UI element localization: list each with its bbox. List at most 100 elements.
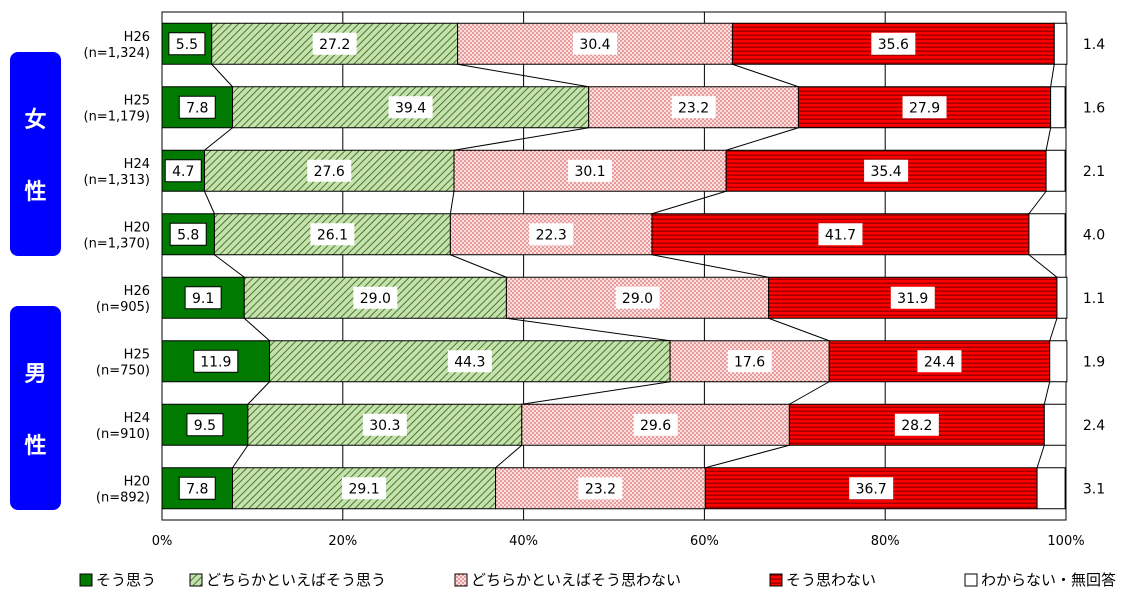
legend-label: どちらかといえばそう思わない [471, 571, 681, 589]
value-label: 27.9 [909, 100, 940, 116]
value-label-box [342, 477, 387, 500]
legend: そう思う どちらかといえばそう思う どちらかといえばそう思わない そう思わない わからな… [79, 571, 1116, 589]
connector-line [1045, 127, 1052, 151]
legend-label: どちらかといえばそう思う [206, 571, 386, 589]
connector-line [705, 444, 790, 469]
legend-swatch [79, 573, 93, 587]
value-label: 35.4 [871, 164, 902, 180]
value-label: 24.4 [924, 354, 955, 370]
connector-line [247, 381, 270, 405]
x-tick-label: 40% [509, 534, 538, 549]
connector-line [521, 381, 671, 405]
connector-line [204, 191, 215, 214]
connector-line [725, 127, 799, 151]
value-label-box [310, 223, 355, 246]
bar-segment [1056, 276, 1068, 319]
connector-line [651, 190, 727, 215]
value-label-box [727, 350, 772, 373]
value-label: 41.7 [825, 227, 856, 243]
connector-line [450, 254, 507, 278]
connector-line [495, 444, 523, 469]
value-label-box [168, 32, 206, 56]
legend-swatch [964, 573, 978, 587]
value-label: 29.1 [348, 481, 379, 497]
group-box [10, 306, 61, 510]
value-label: 27.2 [319, 37, 350, 53]
value-label: 11.9 [200, 354, 231, 370]
value-label-box [902, 96, 947, 119]
group-label-char: 性 [24, 434, 46, 459]
connector-line [1049, 318, 1058, 341]
group-label-char: 女 [24, 107, 46, 133]
value-label: 30.1 [574, 164, 605, 180]
row-n-label: (n=1,179) [84, 109, 151, 124]
value-label-box [186, 413, 224, 437]
x-tick-label: 100% [1047, 534, 1084, 549]
group-label-char: 男 [24, 362, 46, 387]
value-label-box [307, 159, 352, 182]
value-label: 44.3 [454, 354, 485, 370]
value-label-box [615, 286, 660, 309]
value-label: 5.8 [177, 227, 199, 243]
value-label: 4.7 [172, 164, 194, 180]
legend-label: わからない・無回答 [981, 571, 1116, 589]
row-year-label: H25 [124, 93, 150, 108]
value-label-box [362, 413, 407, 436]
connector-line [211, 63, 233, 88]
value-label: 29.6 [640, 418, 671, 434]
value-label-box [164, 159, 202, 183]
connector-line [768, 317, 830, 342]
legend-label: そう思わない [786, 571, 876, 589]
connector-line [1043, 381, 1051, 405]
value-label-box [871, 32, 916, 55]
value-label-box [633, 413, 678, 436]
bar-segment [1050, 86, 1066, 129]
value-label: 5.5 [176, 37, 198, 53]
value-label-box [849, 477, 894, 500]
row-year-label: H20 [124, 474, 150, 489]
row-year-label: H26 [124, 284, 150, 299]
value-label: 9.5 [194, 418, 216, 434]
connector-line [204, 127, 233, 151]
row-year-label: H25 [124, 347, 150, 362]
value-label-box [447, 350, 492, 373]
connector-line [732, 63, 799, 88]
legend-label: そう思う [96, 571, 156, 589]
no-answer-value: 2.1 [1083, 164, 1105, 180]
value-label-box [353, 286, 398, 309]
bar-segment [1043, 403, 1067, 446]
no-answer-value: 3.1 [1083, 481, 1105, 497]
row-labels: H26(n=1,324)H25(n=1,179)H24(n=1,313)H20(… [84, 30, 151, 506]
value-label: 29.0 [622, 291, 653, 307]
value-labels: 5.5 27.2 30.4 35.6 7.8 39.4 23.2 27.9 4.7 27.6 30.… [164, 32, 962, 500]
connector-line [1028, 190, 1047, 215]
row-year-label: H20 [124, 220, 150, 235]
value-label: 9.1 [192, 291, 214, 307]
value-label: 35.6 [878, 37, 909, 53]
row-n-label: (n=910) [96, 427, 150, 442]
value-label: 28.2 [901, 418, 932, 434]
plot-frame [161, 11, 1067, 521]
value-label-box [818, 223, 863, 246]
connector-line [506, 317, 671, 342]
value-label-box [671, 96, 716, 119]
value-label-box [169, 222, 207, 246]
connector-line [232, 444, 249, 469]
value-label-box [917, 350, 962, 373]
no-answer-value: 1.1 [1083, 291, 1105, 307]
value-label-box [178, 95, 216, 119]
connector-line [1028, 254, 1058, 278]
row-n-label: (n=1,313) [84, 173, 151, 188]
bar-segment [1049, 340, 1068, 383]
x-axis-ticks: 0% 20% 40% 60% 80% 100% [152, 534, 1085, 549]
connector-line [449, 191, 455, 214]
connector-line [789, 381, 830, 405]
x-tick-label: 20% [328, 534, 357, 549]
value-label-box [193, 349, 239, 373]
value-label: 23.2 [678, 100, 709, 116]
row-n-label: (n=750) [96, 363, 150, 378]
value-label: 39.4 [395, 100, 426, 116]
value-label: 7.8 [186, 481, 208, 497]
